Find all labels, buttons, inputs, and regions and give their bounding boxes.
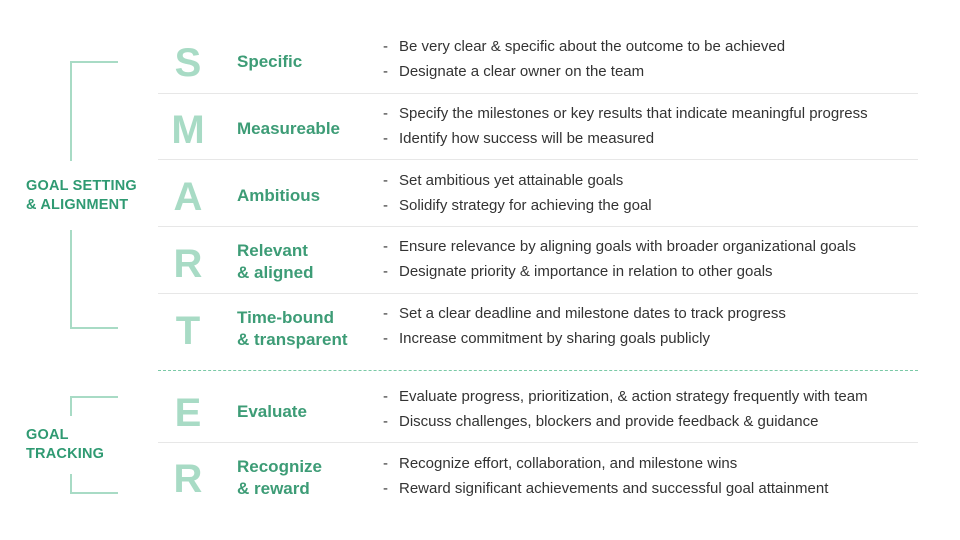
group-label-line: TRACKING <box>26 446 105 462</box>
tracking-row-recognize: R Recognize & reward - Recognize effort, … <box>158 451 918 509</box>
row-letter: S <box>174 41 202 85</box>
group-label-goal-setting: GOAL SETTING & ALIGNMENT <box>26 177 137 215</box>
bullet-text: Evaluate progress, prioritization, & act… <box>399 388 868 405</box>
bullet-text: Specify the milestones or key results th… <box>399 105 868 122</box>
bullet-item: - Solidify strategy for achieving the goa… <box>383 193 923 218</box>
bullet-item: - Specify the milestones or key results t… <box>383 101 923 126</box>
bullet-text: Ensure relevance by aligning goals with … <box>399 238 856 255</box>
smart-row-ambitious: A Ambitious - Set ambitious yet attainabl… <box>158 168 918 226</box>
bullet-dash: - <box>383 388 388 405</box>
bullet-text: Set ambitious yet attainable goals <box>399 172 624 189</box>
bullet-dash: - <box>383 197 388 214</box>
row-term: Time-bound & transparent <box>237 307 377 351</box>
row-bullets: - Recognize effort, collaboration, and mi… <box>383 451 923 501</box>
row-term-line: & aligned <box>237 263 314 282</box>
row-letter: M <box>171 108 205 152</box>
bullet-item: - Recognize effort, collaboration, and mi… <box>383 451 923 476</box>
row-letter: E <box>174 391 202 435</box>
bullet-text: Designate a clear owner on the team <box>399 63 645 80</box>
row-term: Specific <box>237 51 377 73</box>
bullet-dash: - <box>383 63 388 80</box>
bullet-text: Be very clear & specific about the outco… <box>399 38 786 55</box>
bullet-item: - Designate a clear owner on the team <box>383 59 923 84</box>
tracking-row-evaluate: E Evaluate - Evaluate progress, prioritiz… <box>158 384 918 442</box>
row-bullets: - Specify the milestones or key results t… <box>383 101 923 151</box>
row-bullets: - Set a clear deadline and milestone date… <box>383 301 923 351</box>
bullet-dash: - <box>383 480 388 497</box>
bullet-dash: - <box>383 38 388 55</box>
bullet-item: - Identify how success will be measured <box>383 126 923 151</box>
bullet-item: - Increase commitment by sharing goals pu… <box>383 326 923 351</box>
row-term-line: Evaluate <box>237 402 307 421</box>
bullet-dash: - <box>383 263 388 280</box>
bullet-dash: - <box>383 305 388 322</box>
smart-row-relevant: R Relevant & aligned - Ensure relevance b… <box>158 234 918 292</box>
group-label-line: GOAL SETTING <box>26 178 137 194</box>
smart-row-specific: S Specific - Be very clear & specific abo… <box>158 34 918 92</box>
row-term-line: Time-bound <box>237 308 334 327</box>
row-term-line: & transparent <box>237 330 348 349</box>
row-term-line: Recognize <box>237 457 323 476</box>
bullet-text: Solidify strategy for achieving the goal <box>399 197 652 214</box>
goal-setting-bracket-bottom <box>70 230 118 329</box>
group-label-line: & ALIGNMENT <box>26 197 129 213</box>
bullet-text: Increase commitment by sharing goals pub… <box>399 330 710 347</box>
row-bullets: - Evaluate progress, prioritization, & ac… <box>383 384 923 434</box>
group-label-line: GOAL <box>26 427 69 443</box>
row-divider <box>158 442 918 443</box>
bullet-item: - Reward significant achievements and suc… <box>383 476 923 501</box>
bullet-dash: - <box>383 172 388 189</box>
group-label-goal-tracking: GOAL TRACKING <box>26 426 104 464</box>
bullet-dash: - <box>383 413 388 430</box>
row-divider <box>158 226 918 227</box>
row-term: Relevant & aligned <box>237 240 377 284</box>
bullet-dash: - <box>383 105 388 122</box>
bullet-item: - Evaluate progress, prioritization, & ac… <box>383 384 923 409</box>
row-term-line: Ambitious <box>237 186 321 205</box>
bullet-dash: - <box>383 238 388 255</box>
smart-row-time-bound: T Time-bound & transparent - Set a clear … <box>158 301 918 361</box>
row-letter: A <box>173 175 203 219</box>
row-letter: R <box>173 242 203 286</box>
bullet-text: Set a clear deadline and milestone dates… <box>399 305 786 322</box>
bullet-item: - Set ambitious yet attainable goals <box>383 168 923 193</box>
row-term: Ambitious <box>237 185 377 207</box>
goal-tracking-bracket-bottom <box>70 474 118 494</box>
row-term: Measureable <box>237 118 377 140</box>
row-bullets: - Ensure relevance by aligning goals with… <box>383 234 923 284</box>
row-term: Recognize & reward <box>237 456 377 500</box>
goal-setting-bracket-top <box>70 61 118 161</box>
bullet-text: Reward significant achievements and succ… <box>399 480 829 497</box>
row-bullets: - Set ambitious yet attainable goals - Sol… <box>383 168 923 218</box>
bullet-text: Identify how success will be measured <box>399 130 655 147</box>
row-divider <box>158 93 918 94</box>
bullet-dash: - <box>383 130 388 147</box>
smart-row-measureable: M Measureable - Specify the milestones or… <box>158 101 918 159</box>
goal-tracking-bracket-top <box>70 396 118 416</box>
bullet-dash: - <box>383 330 388 347</box>
bullet-text: Designate priority & importance in relat… <box>399 263 773 280</box>
row-term: Evaluate <box>237 401 377 423</box>
bullet-dash: - <box>383 455 388 472</box>
row-bullets: - Be very clear & specific about the outc… <box>383 34 923 84</box>
row-divider <box>158 159 918 160</box>
row-letter: R <box>173 457 203 501</box>
row-term-line: Relevant <box>237 241 308 260</box>
row-term-line: Measureable <box>237 119 340 138</box>
bullet-item: - Be very clear & specific about the outc… <box>383 34 923 59</box>
row-letter: T <box>175 309 201 353</box>
section-divider <box>158 370 918 371</box>
bullet-text: Discuss challenges, blockers and provide… <box>399 413 819 430</box>
bullet-item: - Discuss challenges, blockers and provid… <box>383 409 923 434</box>
bullet-item: - Designate priority & importance in rela… <box>383 259 923 284</box>
bullet-item: - Set a clear deadline and milestone date… <box>383 301 923 326</box>
bullet-item: - Ensure relevance by aligning goals with… <box>383 234 923 259</box>
row-term-line: & reward <box>237 479 310 498</box>
row-term-line: Specific <box>237 52 303 71</box>
bullet-text: Recognize effort, collaboration, and mil… <box>399 455 738 472</box>
row-divider <box>158 293 918 294</box>
